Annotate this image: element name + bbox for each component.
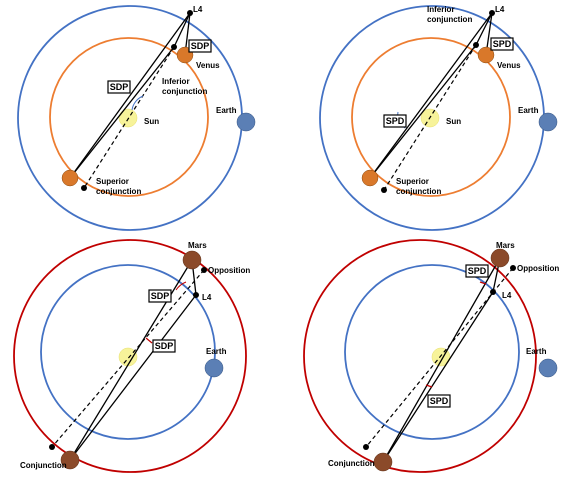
earth-label: Earth (526, 347, 547, 356)
label-box (465, 264, 489, 278)
angle-mark (479, 281, 487, 285)
line (382, 291, 494, 463)
dashed-line (365, 267, 514, 448)
mars-orbit (13, 239, 247, 473)
box-label: SDP (151, 291, 170, 301)
earth-label: Earth (216, 106, 237, 115)
earth (538, 358, 558, 378)
point (473, 42, 479, 48)
mars (182, 250, 202, 270)
label-box (107, 80, 131, 94)
point (363, 444, 369, 450)
text-line: Inferior (427, 5, 455, 14)
box-label: SDP (155, 341, 174, 351)
conj-label: Superior conjunction (96, 177, 141, 196)
sun-label: Sun (446, 117, 461, 126)
l4-label: L4 (502, 291, 512, 300)
label-box (148, 289, 172, 303)
line (475, 12, 493, 46)
point (381, 187, 387, 193)
angle-arc (175, 281, 187, 291)
angle-arc (131, 95, 144, 111)
earth-orbit (344, 264, 520, 440)
mars-orbit (303, 239, 537, 473)
planet-label: Venus (196, 61, 220, 70)
label-box (152, 339, 176, 353)
line (382, 257, 501, 463)
mars (490, 248, 510, 268)
panel-mars-sdp: Mars Opposition SDP L4 SDP Earth Conjunc… (13, 239, 250, 473)
panel-venus-sdp: L4 SDP Venus SDP Inferior conjunction Sun… (17, 5, 256, 231)
box-label: SPD (468, 266, 487, 276)
earth-orbit (40, 264, 216, 440)
l4-label: L4 (202, 293, 212, 302)
box-label: SDP (110, 82, 129, 92)
l4-label: L4 (495, 5, 505, 14)
text-line: conjunction (427, 15, 472, 24)
angle-mark (145, 337, 153, 344)
line (369, 12, 493, 179)
venus (477, 46, 495, 64)
point (193, 292, 199, 298)
panel-venus-spd: L4 Inferior conjunction SPD Venus SPD Sun… (319, 5, 558, 231)
line (369, 44, 477, 179)
point (201, 267, 207, 273)
label-box (490, 37, 514, 51)
point (187, 10, 193, 16)
planet-label: Venus (497, 61, 521, 70)
dashed-line (51, 269, 205, 448)
sun-label: Sun (144, 117, 159, 126)
box-label: SDP (191, 41, 210, 51)
point (171, 44, 177, 50)
conj-label: Superior conjunction (396, 177, 441, 196)
dashed-line (383, 44, 477, 191)
angle-mark (425, 384, 433, 388)
mars (373, 452, 393, 472)
earth (538, 112, 558, 132)
text-line: conjunction (396, 187, 441, 196)
line (69, 46, 175, 179)
point (490, 289, 496, 295)
venus-orbit (351, 37, 511, 197)
earth-label: Earth (518, 106, 539, 115)
text-line: Inferior (162, 77, 190, 86)
earth (204, 358, 224, 378)
mars (60, 450, 80, 470)
opposition-label: Opposition (517, 264, 559, 273)
conj-label: Conjunction (20, 461, 67, 470)
box-label: SPD (430, 396, 449, 406)
text-line: conjunction (96, 187, 141, 196)
conj-label: Inferior conjunction (162, 77, 207, 96)
label-box (427, 394, 451, 408)
line (173, 12, 191, 48)
line (69, 294, 197, 461)
point (510, 265, 516, 271)
text-line: Superior (396, 177, 429, 186)
venus-orbit (49, 37, 209, 197)
label-box (188, 39, 212, 53)
label-box (383, 114, 407, 128)
earth-label: Earth (206, 347, 227, 356)
point (489, 10, 495, 16)
point (81, 185, 87, 191)
opposition-label: Opposition (208, 266, 250, 275)
line (69, 12, 191, 179)
venus (361, 169, 379, 187)
conj-label: Inferior conjunction (427, 5, 472, 24)
l4-label: L4 (193, 5, 203, 14)
box-label: SPD (386, 116, 405, 126)
point (49, 444, 55, 450)
venus (61, 169, 79, 187)
text-line: conjunction (162, 87, 207, 96)
earth (236, 112, 256, 132)
planet-label: Mars (188, 241, 207, 250)
conj-label: Conjunction (328, 459, 375, 468)
text-line: Superior (96, 177, 129, 186)
panel-mars-spd: Mars SPD Opposition L4 Earth SPD Conjunc… (303, 239, 559, 473)
planet-label: Mars (496, 241, 515, 250)
box-label: SPD (493, 39, 512, 49)
line (69, 259, 193, 461)
